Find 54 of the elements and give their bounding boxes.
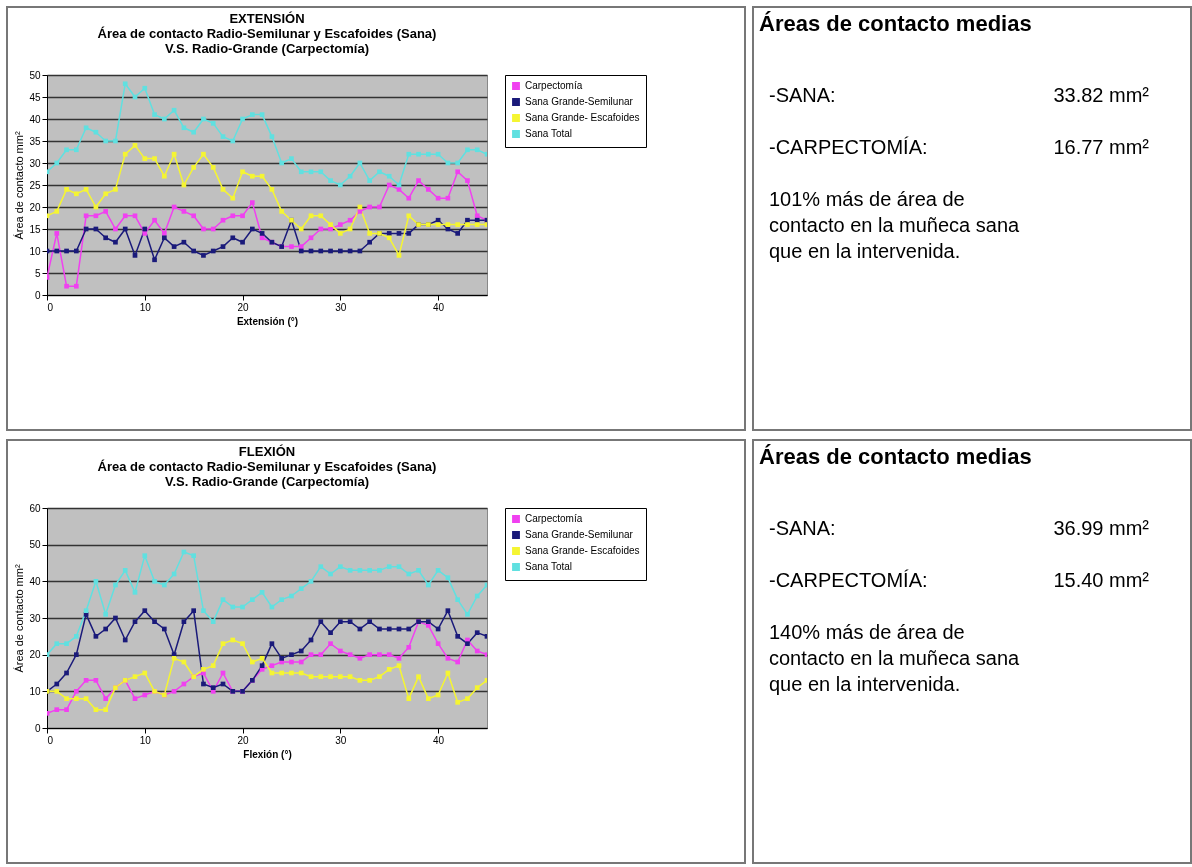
y-tick-label: 50 — [29, 69, 41, 81]
y-tick-label: 60 — [29, 502, 41, 514]
legend-label: Sana Grande-Semilunar — [525, 96, 634, 107]
legend-label: Sana Grande-Semilunar — [525, 529, 634, 540]
chart-title: FLEXIÓN Área de contacto Radio-Semilunar y Escafoides (Sana) V.S. Radio-Grande (Carpectomía) — [97, 444, 437, 489]
x-tick-label: 30 — [335, 734, 347, 746]
text: -SANA: — [769, 517, 836, 539]
text: Áreas de contacto medias — [759, 11, 1032, 36]
y-tick-label: 25 — [29, 179, 41, 191]
x-tick-label: 20 — [237, 734, 250, 746]
y-tick-label: 45 — [29, 91, 41, 103]
legend-label: Carpectomía — [525, 513, 583, 524]
y-tick-label: 5 — [34, 267, 41, 279]
text: -CARPECTOMÍA: — [769, 136, 928, 158]
y-tick-label: 0 — [34, 722, 41, 734]
y-axis-title: Área de contacto mm² — [13, 131, 26, 240]
y-tick-label: 35 — [29, 135, 41, 147]
y-tick-label: 10 — [29, 685, 41, 697]
y-axis-title: Área de contacto mm² — [13, 564, 26, 673]
x-tick-label: 30 — [335, 301, 347, 313]
x-tick-label: 10 — [139, 301, 152, 313]
x-tick-label: 20 — [237, 301, 250, 313]
text: 15.40 mm² — [1053, 569, 1150, 591]
x-axis-title: Extensión (°) — [236, 315, 299, 327]
legend-label: Sana Grande- Escafoides — [525, 545, 640, 556]
y-tick-label: 40 — [29, 575, 41, 587]
legend-label: Sana Grande- Escafoides — [525, 112, 640, 123]
x-tick-label: 40 — [433, 301, 445, 313]
legend-label: Carpectomía — [525, 80, 583, 91]
y-tick-label: 30 — [29, 612, 41, 624]
y-tick-label: 20 — [29, 201, 41, 213]
text: 36.99 mm² — [1053, 517, 1150, 539]
legend-label: Sana Total — [525, 561, 573, 572]
text: 101% más de área de contacto en la muñeca sana que en la intervenida. — [769, 188, 1021, 262]
text: 33.82 mm² — [1053, 84, 1150, 106]
y-tick-label: 15 — [29, 223, 41, 235]
x-tick-label: 40 — [433, 734, 445, 746]
y-tick-label: 20 — [29, 649, 41, 661]
text: Áreas de contacto medias — [759, 444, 1032, 469]
y-tick-label: 30 — [29, 157, 41, 169]
y-tick-label: 0 — [34, 289, 41, 301]
x-axis-title: Flexión (°) — [243, 748, 292, 760]
y-tick-label: 40 — [29, 113, 41, 125]
y-tick-label: 10 — [29, 245, 41, 257]
legend-label: Sana Total — [525, 128, 573, 139]
chart-title: EXTENSIÓN Área de contacto Radio-Semilunar y Escafoides (Sana) V.S. Radio-Grande (Carpectomía) — [97, 11, 437, 56]
x-tick-label: 10 — [139, 734, 152, 746]
x-tick-label: 0 — [47, 301, 54, 313]
text: 140% más de área de contacto en la muñeca sana que en la intervenida. — [769, 621, 1021, 695]
text: -SANA: — [769, 84, 836, 106]
text: 16.77 mm² — [1053, 136, 1150, 158]
text: -CARPECTOMÍA: — [769, 569, 928, 591]
y-tick-label: 50 — [29, 539, 41, 551]
x-tick-label: 0 — [47, 734, 54, 746]
